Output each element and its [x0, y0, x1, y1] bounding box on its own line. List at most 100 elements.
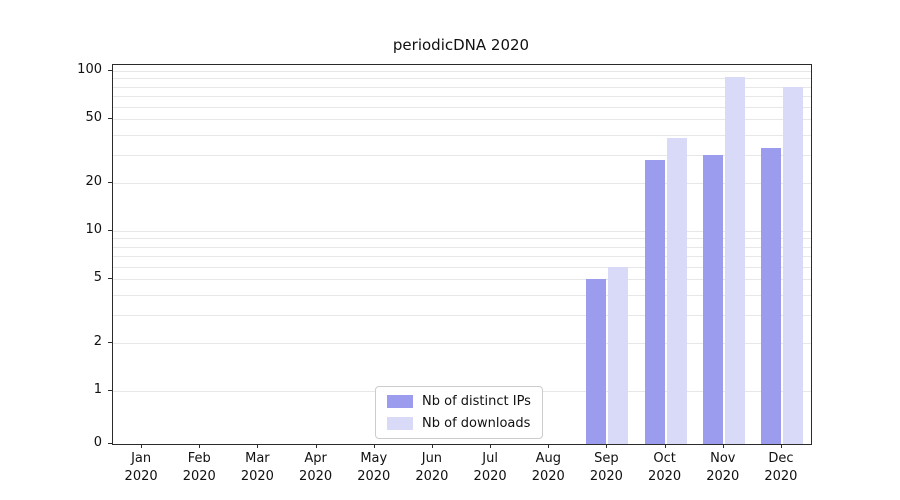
x-tick-month: Jun	[421, 451, 443, 466]
legend-item-distinct-ips: Nb of distinct IPs	[387, 394, 531, 409]
x-tick-label: Apr 2020	[287, 450, 345, 486]
x-tick-label: Jul 2020	[461, 450, 519, 486]
x-tick-year: 2020	[240, 469, 274, 485]
chart-title: periodicDNA 2020	[392, 36, 530, 54]
y-tick-label: 20	[85, 173, 102, 189]
legend-item-downloads: Nb of downloads	[387, 416, 531, 431]
x-tick-month: Nov	[710, 451, 736, 466]
plot-area: Nb of distinct IPs Nb of downloads	[112, 64, 812, 445]
gridline	[113, 238, 811, 240]
x-tick-year: 2020	[357, 469, 391, 485]
bar-downloads	[724, 76, 745, 444]
x-tick-label: Dec 2020	[752, 450, 810, 486]
x-tick-label: Feb 2020	[170, 450, 228, 486]
x-tick-year: 2020	[648, 469, 682, 485]
y-tick-label: 0	[93, 435, 102, 450]
legend-label-distinct-ips: Nb of distinct IPs	[422, 394, 531, 409]
gridline	[113, 342, 811, 344]
gridline	[113, 231, 811, 232]
legend-swatch-downloads	[387, 417, 413, 430]
x-tick-label: Aug 2020	[519, 450, 577, 486]
gridline	[113, 294, 811, 296]
x-tick-mark	[257, 444, 259, 448]
x-tick-month: Jan	[131, 451, 152, 466]
x-tick-label: Sep 2020	[577, 450, 635, 486]
x-tick-month: Oct	[653, 451, 676, 466]
y-tick-mark	[108, 230, 112, 231]
x-tick-year: 2020	[415, 469, 449, 485]
x-tick-mark	[780, 444, 782, 448]
gridline	[113, 78, 811, 80]
gridline	[113, 86, 811, 88]
y-tick-label: 2	[93, 333, 102, 349]
x-tick-mark	[490, 444, 492, 448]
x-tick-mark	[141, 444, 143, 448]
gridline	[113, 279, 811, 281]
y-tick-mark	[108, 443, 112, 444]
y-tick-mark	[108, 341, 112, 343]
x-tick-label: Jan 2020	[112, 450, 170, 486]
gridline	[113, 119, 811, 121]
x-tick-month: Aug	[535, 451, 561, 466]
x-tick-year: 2020	[589, 469, 623, 485]
legend-swatch-distinct-ips	[387, 395, 413, 408]
y-tick-label: 50	[85, 110, 102, 126]
bar-distinct-ips	[586, 279, 607, 444]
y-tick-label: 5	[93, 270, 102, 286]
gridline	[113, 266, 811, 268]
x-tick-year: 2020	[124, 469, 158, 485]
x-tick-mark	[373, 444, 375, 448]
gridline	[113, 246, 811, 248]
gridline	[113, 106, 811, 108]
x-tick-month: May	[360, 451, 388, 466]
gridline	[113, 95, 811, 97]
gridline	[113, 154, 811, 156]
y-tick-label: 1	[93, 382, 102, 397]
x-tick-label: May 2020	[345, 450, 403, 486]
bar-downloads	[608, 266, 629, 444]
x-tick-mark	[199, 444, 201, 448]
gridline	[113, 314, 811, 316]
x-tick-month: Apr	[304, 451, 327, 466]
gridline	[113, 182, 811, 184]
x-tick-mark	[664, 444, 666, 448]
y-tick-mark	[108, 278, 112, 280]
gridline	[113, 71, 811, 72]
x-tick-year: 2020	[299, 469, 333, 485]
y-tick-label: 10	[85, 222, 102, 237]
x-tick-label: Jun 2020	[403, 450, 461, 486]
bar-distinct-ips	[760, 148, 781, 444]
bar-downloads	[782, 86, 803, 444]
x-tick-mark	[431, 444, 433, 448]
bar-downloads	[666, 138, 687, 444]
x-tick-year: 2020	[473, 469, 507, 485]
x-tick-year: 2020	[706, 469, 740, 485]
x-tick-year: 2020	[531, 469, 565, 485]
y-tick-mark	[108, 390, 112, 391]
x-tick-year: 2020	[182, 469, 216, 485]
x-tick-mark	[548, 444, 550, 448]
x-tick-year: 2020	[764, 469, 798, 485]
x-tick-label: Mar 2020	[228, 450, 286, 486]
x-tick-month: Mar	[245, 451, 270, 466]
bar-distinct-ips	[644, 159, 665, 444]
gridline	[113, 255, 811, 257]
x-tick-mark	[606, 444, 608, 448]
x-tick-month: Sep	[594, 451, 619, 466]
y-tick-mark	[108, 70, 112, 71]
bar-distinct-ips	[702, 154, 723, 444]
x-tick-mark	[722, 444, 724, 448]
x-tick-label: Nov 2020	[694, 450, 752, 486]
y-tick-mark	[108, 118, 112, 120]
gridline	[113, 134, 811, 136]
x-tick-label: Oct 2020	[636, 450, 694, 486]
x-tick-month: Dec	[768, 451, 794, 466]
x-tick-month: Feb	[187, 451, 211, 466]
x-tick-month: Jul	[482, 451, 498, 466]
x-tick-mark	[315, 444, 317, 448]
legend-label-downloads: Nb of downloads	[422, 416, 531, 431]
y-tick-mark	[108, 181, 112, 183]
y-tick-label: 100	[77, 62, 102, 77]
legend: Nb of distinct IPs Nb of downloads	[375, 386, 543, 439]
